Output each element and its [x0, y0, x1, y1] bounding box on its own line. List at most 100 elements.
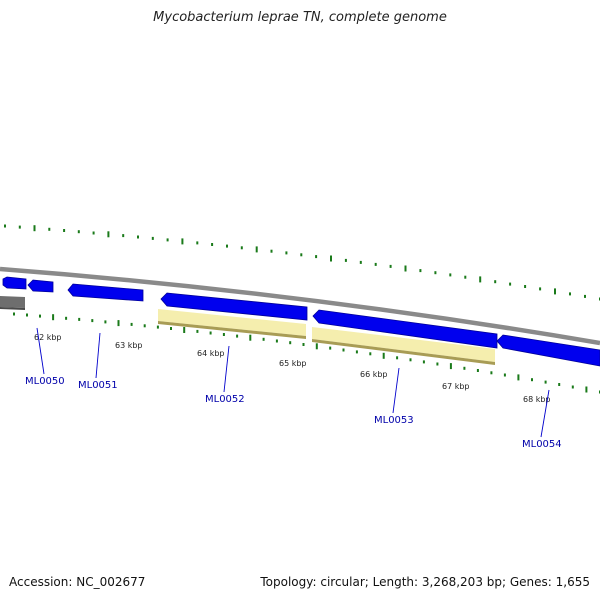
ruler-label: 66 kbp: [360, 370, 388, 379]
ruler-tick: [315, 343, 318, 350]
ruler-tick: [181, 238, 184, 245]
ruler-tick: [166, 238, 169, 242]
ruler-label: 65 kbp: [279, 359, 307, 368]
ruler-tick: [226, 244, 228, 248]
genome-backbone: [0, 266, 600, 346]
ruler-tick: [289, 341, 292, 345]
genome-summary-text: Topology: circular; Length: 3,268,203 bp…: [260, 575, 590, 589]
ruler-tick: [143, 324, 146, 328]
gene-arrow[interactable]: [27, 279, 54, 293]
ruler-label: 63 kbp: [115, 341, 143, 350]
ruler-tick: [13, 312, 15, 316]
ruler-tick: [404, 265, 407, 272]
gene-leader-lines: [36, 327, 550, 438]
ruler-tick: [329, 346, 332, 350]
ruler-tick: [130, 322, 133, 326]
ruler-tick: [436, 362, 439, 366]
gene-arrow[interactable]: [2, 276, 27, 290]
ruler-tick: [151, 236, 154, 240]
gene-label[interactable]: ML0053: [374, 415, 414, 426]
gene-arrow[interactable]: [67, 283, 144, 302]
ruler-tick: [539, 287, 542, 291]
gene-labels: ML0050 ML0051 ML0052 ML0053 ML0054: [25, 376, 562, 450]
ruler-tick: [39, 314, 41, 318]
ruler-tick: [359, 260, 362, 264]
leader-line: [223, 345, 230, 393]
gene-block-yellow-edge: [312, 339, 495, 365]
gene-arrow[interactable]: [496, 334, 600, 367]
gene-block-grey[interactable]: [0, 296, 25, 308]
ruler-tick: [503, 373, 506, 377]
ruler-tick: [33, 225, 36, 232]
ruler-tick: [211, 243, 214, 246]
ruler-tick: [524, 285, 527, 288]
ruler-tick: [18, 225, 21, 229]
ruler-tick: [490, 371, 493, 375]
ruler-tick: [389, 264, 392, 268]
ruler-tick: [122, 234, 125, 238]
ruler-tick: [117, 320, 120, 327]
ruler-tick: [92, 231, 95, 235]
accession-text: Accession: NC_002677: [9, 575, 146, 589]
ruler-tick: [517, 374, 520, 381]
ruler-tick: [571, 385, 574, 389]
ruler-tick: [236, 334, 239, 338]
ruler-labels: 62 kbp 63 kbp 64 kbp 65 kbp 66 kbp 67 kb…: [34, 333, 551, 404]
ruler-tick: [396, 356, 399, 360]
gene-label[interactable]: ML0054: [522, 439, 562, 450]
ruler-tick: [77, 230, 80, 234]
ruler-tick: [344, 258, 347, 262]
ruler-tick: [52, 314, 55, 321]
forward-genes: [2, 276, 600, 367]
ruler-tick: [476, 369, 479, 372]
gene-block-yellow[interactable]: [158, 309, 306, 336]
gene-arrow[interactable]: [160, 292, 308, 321]
gene-block-yellow[interactable]: [312, 327, 495, 362]
ruler-tick: [240, 246, 243, 250]
ruler-tick: [270, 249, 273, 253]
leader-line: [540, 389, 550, 438]
ruler-tick: [91, 319, 94, 323]
ruler-tick: [255, 246, 258, 253]
gene-label[interactable]: ML0051: [78, 380, 118, 391]
ruler-tick: [300, 253, 303, 257]
ruler-tick: [585, 386, 588, 393]
ruler-tick: [355, 350, 358, 354]
ruler-tick: [434, 271, 437, 275]
ruler-tick: [558, 383, 561, 386]
ruler-tick: [544, 380, 547, 384]
ruler-tick: [183, 327, 186, 333]
gene-block-yellow-edge: [158, 321, 306, 339]
ruler-tick: [78, 317, 81, 321]
leader-line: [36, 327, 45, 375]
ruler-tick: [422, 360, 425, 364]
ruler-tick: [464, 275, 467, 279]
ruler-tick: [569, 292, 571, 296]
ruler-tick: [554, 288, 556, 295]
ruler-tick: [315, 255, 318, 259]
gene-label[interactable]: ML0050: [25, 376, 65, 387]
ruler-tick: [285, 251, 288, 255]
ruler-tick: [104, 320, 107, 324]
ruler-tick: [222, 333, 225, 336]
ruler-label: 62 kbp: [34, 333, 62, 342]
ruler-tick: [369, 352, 372, 356]
ruler-tick: [48, 227, 51, 231]
ruler-tick: [156, 325, 159, 329]
ruler-tick: [449, 273, 452, 277]
ruler-tick: [196, 329, 199, 333]
ruler-label: 68 kbp: [523, 395, 551, 404]
ruler-tick: [342, 348, 345, 352]
gene-label[interactable]: ML0052: [205, 394, 245, 405]
outer-tick-row: [4, 224, 600, 301]
ruler-tick: [249, 334, 252, 341]
inner-tick-row: [13, 312, 600, 394]
ruler-tick: [275, 339, 278, 343]
ruler-tick: [196, 241, 199, 245]
ruler-tick: [137, 235, 139, 239]
leader-line: [392, 367, 400, 414]
ruler-tick: [449, 363, 452, 370]
ruler-tick: [494, 280, 497, 284]
